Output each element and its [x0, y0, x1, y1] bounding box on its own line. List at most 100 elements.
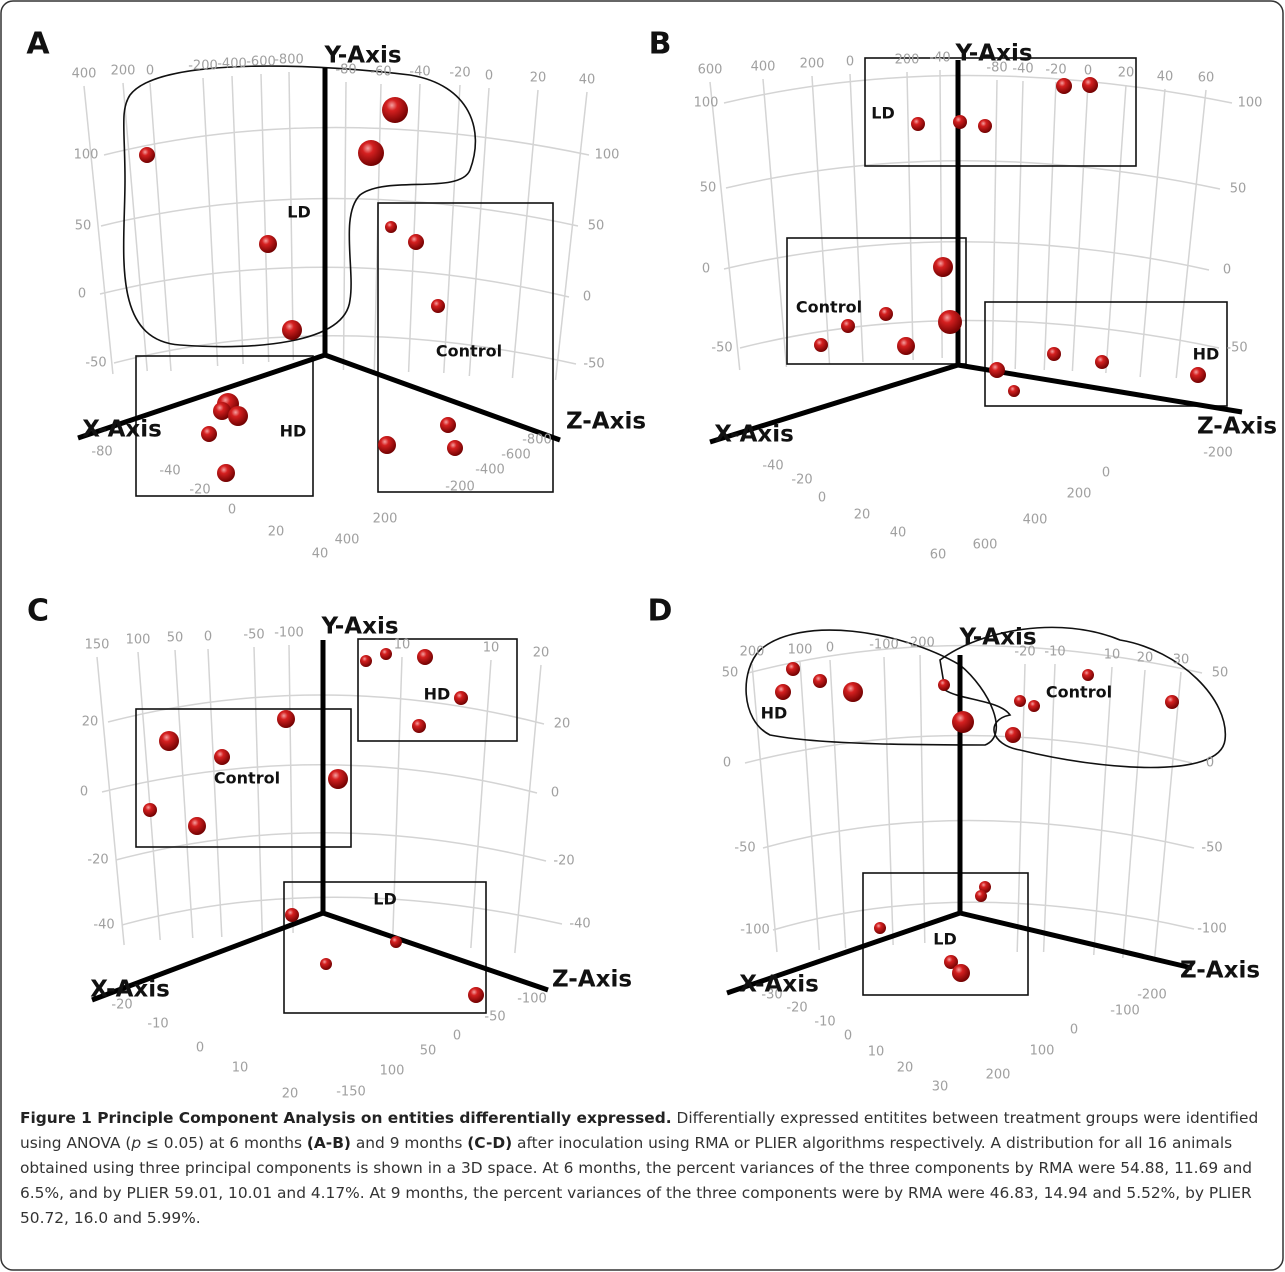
grid-line [799, 661, 820, 951]
tick-label: -20 [449, 66, 470, 81]
grid-line [149, 82, 172, 372]
tick-label: -10 [814, 1015, 835, 1030]
tick-label: -50 [734, 841, 755, 856]
x-axis [726, 910, 961, 996]
grid-line [709, 81, 741, 371]
data-point [953, 115, 967, 129]
grid-line [391, 656, 403, 946]
group-label: Control [796, 298, 862, 317]
tick-label: -400 [217, 57, 247, 72]
grid-line [906, 71, 914, 361]
tick-label: 10 [868, 1045, 885, 1060]
tick-label: 150 [85, 638, 110, 653]
tick-label: 200 [986, 1068, 1011, 1083]
tick-label: 600 [973, 538, 998, 553]
data-point [320, 958, 332, 970]
data-point [228, 406, 248, 426]
tick-label: 50 [420, 1044, 437, 1059]
tick-label: 20 [533, 646, 550, 661]
grid-line [1043, 81, 1057, 371]
grid-line [762, 819, 1195, 849]
grid-line [1042, 663, 1056, 953]
tick-label: 20 [1137, 651, 1154, 666]
tick-label: 400 [335, 533, 360, 548]
group-label: LD [871, 104, 894, 123]
tick-label: 20 [854, 508, 871, 523]
tick-label: 400 [751, 60, 776, 75]
grid-line [202, 77, 219, 367]
caption-text: and 9 months [350, 1134, 468, 1152]
grid-line [113, 335, 577, 365]
grid-line [772, 901, 1195, 931]
tick-label: 600 [698, 63, 723, 78]
grid-line [725, 160, 1221, 190]
data-point [975, 890, 987, 902]
data-point [786, 662, 800, 676]
tick-label: -200 [1203, 446, 1233, 461]
y-axis-label: Y-Axis [958, 625, 1036, 651]
tick-label: 0 [818, 491, 826, 506]
caption-text: ≤ 0.05) at 6 months [141, 1134, 307, 1152]
tick-label: 0 [78, 287, 86, 302]
tick-label: 100 [380, 1064, 405, 1079]
panel-letter: B [649, 27, 672, 62]
data-point [385, 221, 397, 233]
tick-label: 0 [826, 641, 834, 656]
x-axis [709, 362, 959, 445]
data-point [440, 417, 456, 433]
data-point [979, 881, 991, 893]
x-axis-label: X-Axis [82, 417, 162, 443]
tick-label: 0 [551, 786, 559, 801]
tick-label: -800 [274, 53, 304, 68]
group-label: LD [373, 890, 396, 909]
tick-label: -40 [569, 917, 590, 932]
data-point [933, 257, 953, 277]
data-point [447, 440, 463, 456]
grid-line [751, 663, 778, 953]
grid-line [407, 83, 421, 373]
tick-label: -50 [711, 341, 732, 356]
z-axis [959, 910, 1193, 971]
tick-label: -50 [1201, 841, 1222, 856]
grid-line [1175, 89, 1207, 379]
group-label: Control [1046, 683, 1112, 702]
caption-text: after inoculation using RMA or PLIER alg… [20, 1134, 1252, 1227]
grid-line [762, 78, 788, 368]
y-axis-label: Y-Axis [323, 43, 401, 69]
tick-label: -400 [475, 463, 505, 478]
tick-label: 200 [111, 64, 136, 79]
hd-outline [745, 629, 997, 746]
grid-line [883, 656, 894, 946]
data-point [412, 719, 426, 733]
data-point [814, 338, 828, 352]
grid-line [739, 319, 1220, 349]
tick-label: 20 [82, 715, 99, 730]
tick-label: 0 [1084, 64, 1092, 79]
grid-line [554, 91, 588, 381]
data-point [378, 436, 396, 454]
tick-label: 30 [932, 1080, 949, 1095]
z-axis [957, 362, 1243, 415]
grid-line [231, 75, 244, 365]
data-point [188, 817, 206, 835]
tick-label: 0 [1206, 756, 1214, 771]
grid-line [99, 266, 570, 298]
tick-label: 200 [800, 57, 825, 72]
tick-label: -50 [243, 628, 264, 643]
control-box [786, 237, 967, 365]
z-axis-label: Z-Axis [1197, 414, 1277, 440]
tick-label: 40 [312, 547, 329, 562]
caption-text: p [131, 1134, 142, 1152]
tick-label: 0 [453, 1029, 461, 1044]
group-label: HD [1193, 345, 1220, 364]
tick-label: -200 [905, 636, 935, 651]
tick-label: 100 [126, 633, 151, 648]
grid-line [723, 74, 1233, 104]
data-point [277, 710, 295, 728]
tick-label: -100 [1110, 1004, 1140, 1019]
data-point [214, 749, 230, 765]
grid-line [811, 75, 831, 365]
tick-label: 60 [1198, 71, 1215, 86]
